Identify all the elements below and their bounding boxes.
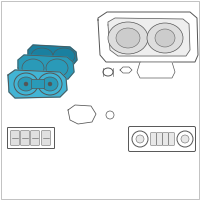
FancyBboxPatch shape [21,131,29,145]
FancyBboxPatch shape [31,131,39,145]
Ellipse shape [136,135,144,143]
FancyBboxPatch shape [157,133,162,145]
Ellipse shape [18,77,34,91]
FancyBboxPatch shape [163,133,168,145]
Ellipse shape [147,23,183,53]
Ellipse shape [116,28,140,48]
FancyBboxPatch shape [32,79,44,88]
FancyBboxPatch shape [128,127,196,152]
FancyBboxPatch shape [11,131,19,145]
FancyBboxPatch shape [169,133,174,145]
Ellipse shape [14,73,38,95]
Polygon shape [98,12,198,62]
Ellipse shape [22,59,44,77]
Polygon shape [120,67,132,73]
Polygon shape [8,70,67,98]
Ellipse shape [108,22,148,54]
Ellipse shape [53,48,75,64]
FancyBboxPatch shape [151,133,156,145]
Polygon shape [68,105,96,124]
Ellipse shape [103,68,113,76]
Ellipse shape [155,29,175,47]
Ellipse shape [132,131,148,147]
FancyBboxPatch shape [42,131,50,145]
Polygon shape [137,62,175,78]
Polygon shape [108,18,190,56]
Ellipse shape [48,82,52,86]
Ellipse shape [38,73,62,95]
Ellipse shape [177,131,193,147]
Ellipse shape [106,111,114,119]
Polygon shape [28,45,77,67]
Ellipse shape [31,48,53,64]
FancyBboxPatch shape [8,128,54,148]
Ellipse shape [46,59,68,77]
Ellipse shape [42,77,58,91]
Ellipse shape [181,135,189,143]
Ellipse shape [24,82,28,86]
Polygon shape [18,55,74,80]
